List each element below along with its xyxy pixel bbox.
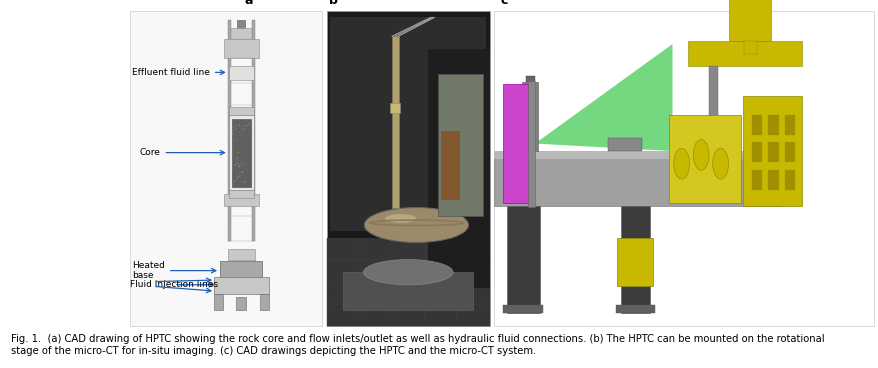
Text: c: c: [500, 0, 507, 7]
Bar: [428, 49, 489, 288]
Circle shape: [235, 158, 238, 159]
Bar: [252, 21, 255, 241]
Bar: [236, 297, 246, 310]
Circle shape: [234, 164, 236, 165]
Circle shape: [243, 181, 246, 183]
Bar: [621, 286, 649, 313]
Bar: [260, 294, 269, 310]
Text: b: b: [328, 0, 337, 7]
Text: Heated
base: Heated base: [132, 261, 216, 280]
Bar: [687, 41, 801, 66]
Bar: [390, 103, 399, 113]
Bar: [228, 107, 254, 115]
Ellipse shape: [712, 148, 728, 179]
Bar: [751, 170, 761, 190]
Bar: [743, 41, 756, 53]
Circle shape: [239, 165, 241, 166]
Bar: [392, 36, 398, 208]
Circle shape: [233, 127, 234, 128]
Text: a: a: [244, 0, 253, 7]
Ellipse shape: [385, 214, 416, 223]
Bar: [227, 249, 255, 259]
Bar: [525, 75, 534, 82]
Bar: [213, 277, 269, 294]
Bar: [621, 206, 649, 238]
Bar: [213, 294, 222, 310]
Bar: [327, 238, 489, 326]
Circle shape: [235, 180, 236, 181]
Circle shape: [234, 165, 235, 166]
Circle shape: [235, 178, 237, 179]
Circle shape: [234, 126, 236, 127]
Bar: [615, 305, 655, 313]
Bar: [130, 11, 321, 326]
Circle shape: [234, 128, 236, 129]
Circle shape: [234, 139, 235, 140]
Bar: [224, 39, 258, 58]
Bar: [503, 305, 543, 313]
Circle shape: [241, 136, 242, 137]
Circle shape: [237, 152, 239, 153]
Circle shape: [238, 176, 240, 177]
Circle shape: [242, 173, 243, 174]
Bar: [493, 11, 873, 326]
Bar: [220, 261, 263, 279]
Circle shape: [234, 181, 235, 182]
Bar: [224, 194, 258, 206]
Circle shape: [237, 177, 239, 178]
Bar: [503, 84, 528, 204]
Bar: [230, 28, 252, 39]
Bar: [493, 151, 780, 206]
Text: Core: Core: [140, 148, 225, 157]
Bar: [228, 190, 254, 198]
Bar: [784, 115, 795, 135]
Bar: [228, 66, 254, 80]
Circle shape: [241, 171, 243, 172]
Bar: [330, 17, 486, 231]
Circle shape: [232, 133, 234, 134]
Bar: [441, 131, 460, 200]
Text: Fig. 1.  (a) CAD drawing of HPTC showing the rock core and flow inlets/outlet as: Fig. 1. (a) CAD drawing of HPTC showing …: [11, 334, 824, 344]
Bar: [668, 115, 740, 204]
Text: Fluid injection lines: Fluid injection lines: [130, 280, 218, 289]
Bar: [729, 0, 770, 41]
Circle shape: [233, 130, 234, 131]
Bar: [616, 238, 652, 286]
Bar: [608, 138, 641, 151]
Bar: [742, 96, 801, 206]
Text: stage of the micro-CT for in-situ imaging. (c) CAD drawings depicting the HPTC a: stage of the micro-CT for in-situ imagin…: [11, 346, 536, 356]
Circle shape: [245, 125, 247, 126]
Bar: [522, 82, 537, 151]
Bar: [767, 170, 778, 190]
Circle shape: [237, 163, 239, 164]
Bar: [784, 170, 795, 190]
Ellipse shape: [693, 139, 709, 170]
Bar: [767, 115, 778, 135]
Bar: [751, 142, 761, 162]
Ellipse shape: [364, 208, 468, 243]
Circle shape: [238, 166, 240, 167]
Bar: [327, 11, 489, 326]
Text: Effluent fluid line: Effluent fluid line: [132, 68, 225, 77]
Bar: [528, 81, 535, 206]
Ellipse shape: [673, 148, 689, 179]
Bar: [437, 74, 483, 216]
Bar: [237, 21, 245, 28]
Bar: [507, 206, 539, 313]
Bar: [784, 142, 795, 162]
Bar: [708, 66, 717, 151]
Bar: [751, 115, 761, 135]
Ellipse shape: [363, 259, 452, 285]
Polygon shape: [535, 44, 672, 151]
Bar: [767, 142, 778, 162]
Bar: [493, 151, 780, 159]
Bar: [228, 115, 254, 190]
Bar: [232, 118, 250, 187]
Bar: [342, 272, 472, 310]
Bar: [227, 21, 230, 241]
